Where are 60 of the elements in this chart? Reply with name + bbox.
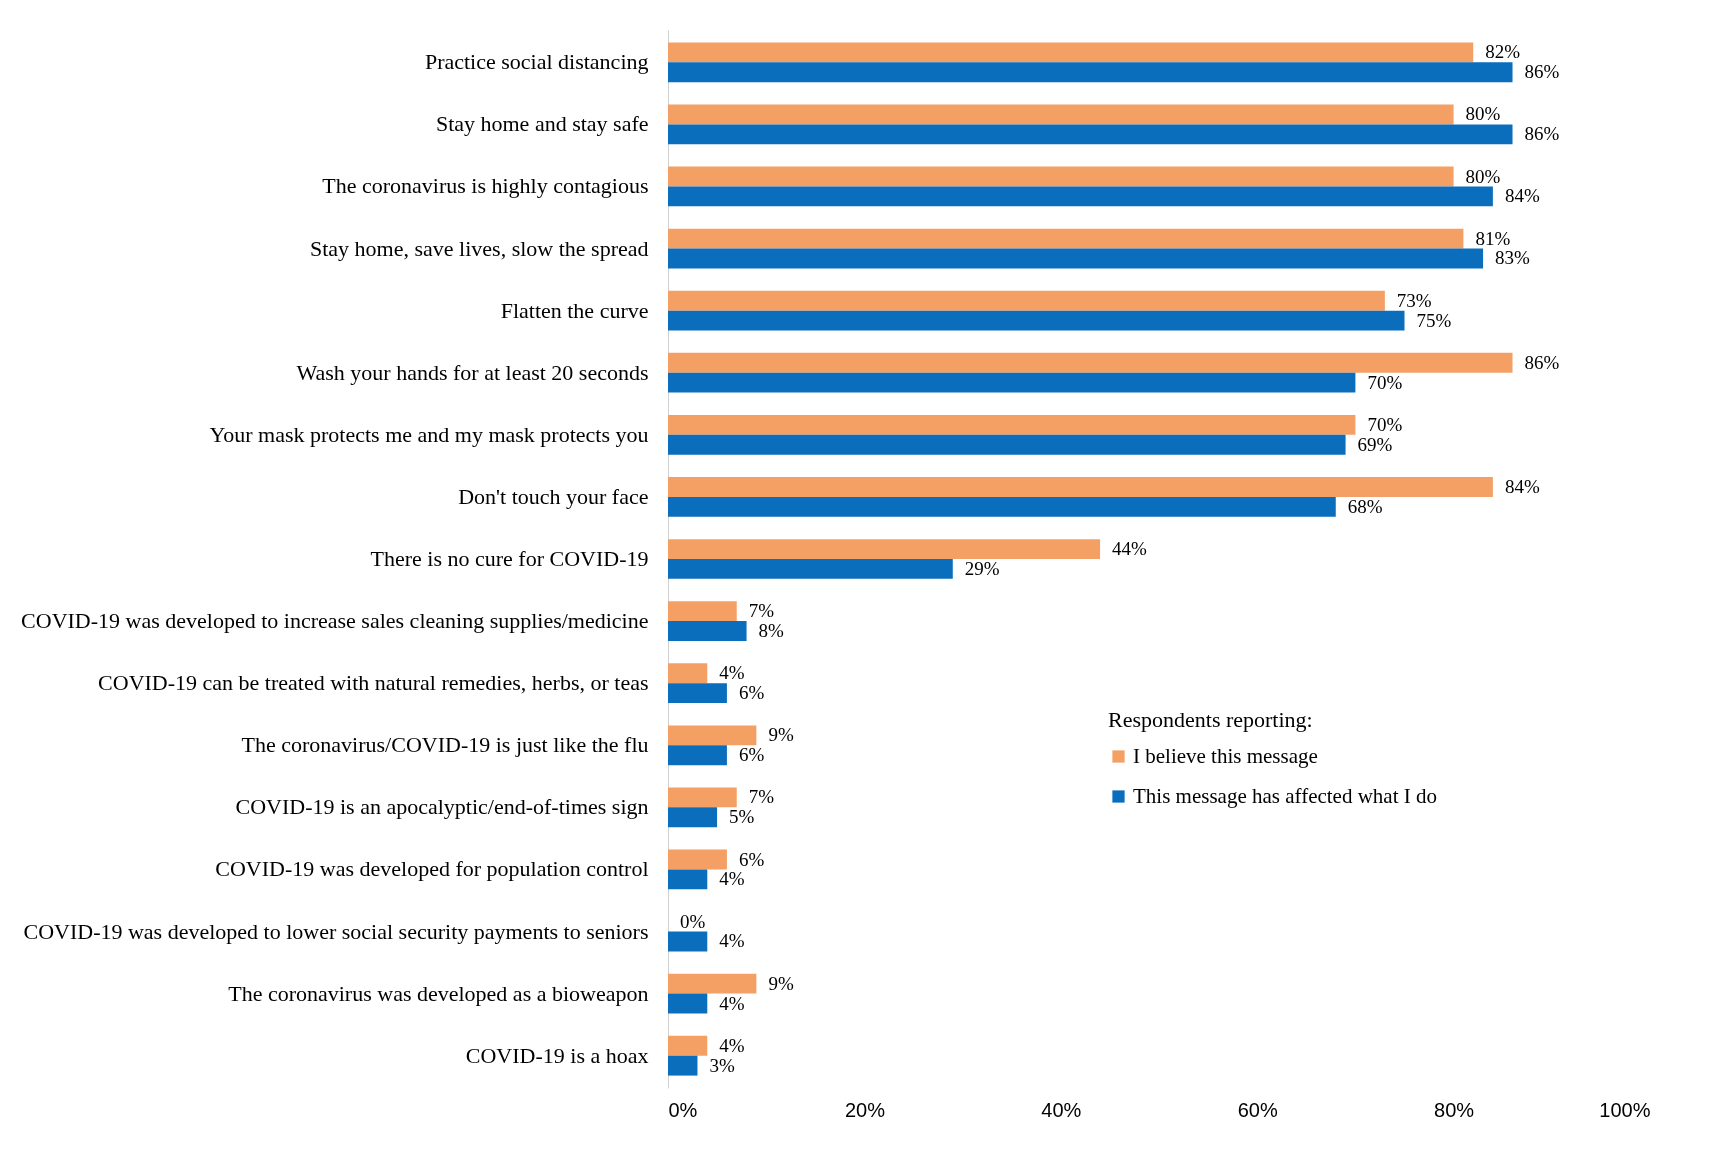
- data-label: 9%: [768, 972, 794, 994]
- data-label: 4%: [719, 662, 745, 684]
- data-label: 86%: [1524, 61, 1560, 83]
- data-label: 6%: [738, 848, 765, 870]
- data-label: 86%: [1524, 123, 1560, 145]
- y-tick-label: COVID-19 can be treated with natural remedies, herbs, or teas: [98, 670, 649, 696]
- data-label: 73%: [1396, 289, 1432, 311]
- data-label: 4%: [719, 992, 745, 1014]
- y-tick-label: COVID-19 is an apocalyptic/end-of-times sign: [235, 794, 649, 820]
- data-label: 82%: [1485, 41, 1521, 63]
- data-label: 86%: [1524, 351, 1560, 373]
- legend-title: Respondents reporting:: [1108, 707, 1313, 732]
- y-tick-label: COVID-19 is a hoax: [465, 1042, 649, 1068]
- legend-label: I believe this message: [1133, 743, 1318, 768]
- y-tick-label: Stay home, save lives, slow the spread: [310, 235, 649, 261]
- y-tick-label: COVID-19 was developed to lower social security payments to seniors: [23, 918, 649, 944]
- data-label: 7%: [748, 786, 775, 808]
- y-tick-label: Flatten the curve: [500, 297, 649, 323]
- data-label: 80%: [1465, 165, 1501, 187]
- y-tick-label: Wash your hands for at least 20 seconds: [296, 359, 649, 385]
- y-tick-label: The coronavirus is highly contagious: [322, 173, 649, 199]
- y-tick-label: COVID-19 was developed to increase sales cleaning supplies/medicine: [21, 608, 649, 634]
- data-label: 80%: [1465, 103, 1501, 125]
- data-label: 9%: [768, 724, 794, 746]
- y-tick-label: COVID-19 was developed for population control: [215, 856, 649, 882]
- data-label: 69%: [1357, 433, 1393, 455]
- data-label: 0%: [680, 910, 706, 932]
- y-tick-label: The coronavirus was developed as a bioweapon: [228, 980, 649, 1006]
- x-tick-label: 60%: [1237, 1098, 1278, 1121]
- y-tick-label: There is no cure for COVID-19: [370, 546, 649, 571]
- y-tick-label: The coronavirus/COVID-19 is just like the flu: [241, 732, 649, 758]
- legend-label: This message has affected what I do: [1133, 783, 1438, 808]
- data-label: 4%: [719, 868, 745, 890]
- data-label: 29%: [964, 557, 1000, 579]
- data-label: 70%: [1367, 413, 1403, 435]
- data-label: 3%: [709, 1054, 735, 1076]
- data-label: 6%: [738, 744, 765, 766]
- data-label: 8%: [758, 620, 785, 642]
- data-label: 44%: [1112, 538, 1148, 560]
- x-tick-label: 100%: [1599, 1098, 1651, 1121]
- data-label: 68%: [1347, 495, 1383, 517]
- x-tick-label: 0%: [668, 1098, 698, 1121]
- data-label: 81%: [1475, 227, 1511, 249]
- x-tick-label: 80%: [1434, 1098, 1475, 1121]
- y-tick-label: Your mask protects me and my mask protects you: [209, 421, 649, 447]
- data-label: 84%: [1504, 185, 1540, 207]
- x-tick-label: 20%: [844, 1098, 886, 1121]
- y-tick-label: Practice social distancing: [424, 49, 649, 75]
- y-tick-label: Don't touch your face: [458, 483, 649, 509]
- data-label: 6%: [738, 682, 765, 704]
- data-label: 4%: [719, 930, 745, 952]
- data-label: 83%: [1495, 247, 1531, 269]
- data-label: 5%: [729, 806, 755, 828]
- data-label: 75%: [1416, 309, 1452, 331]
- data-label: 7%: [748, 600, 775, 622]
- y-tick-label: Stay home and stay safe: [435, 111, 649, 137]
- data-label: 70%: [1367, 371, 1403, 393]
- data-label: 84%: [1504, 475, 1540, 497]
- x-tick-label: 40%: [1041, 1098, 1082, 1121]
- data-label: 4%: [719, 1034, 745, 1056]
